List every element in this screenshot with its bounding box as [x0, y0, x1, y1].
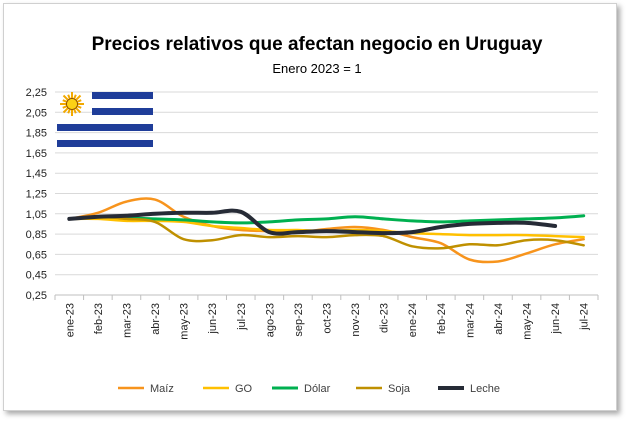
x-tick-label: abr-23 — [150, 303, 162, 335]
x-tick-label: nov-23 — [350, 303, 362, 337]
y-tick-label: 2,25 — [26, 87, 47, 99]
y-tick-label: 0,65 — [26, 249, 47, 261]
sun-ray — [62, 106, 70, 114]
x-tick-label: mar-24 — [464, 303, 476, 338]
legend-label-soja: Soja — [388, 383, 411, 395]
legend: Maíz GO Dólar Soja Leche — [118, 383, 500, 395]
x-tick-label: feb-24 — [436, 303, 448, 334]
chart-subtitle: Enero 2023 = 1 — [272, 61, 362, 76]
series-line-dolar — [67, 214, 586, 225]
y-tick-label: 1,05 — [26, 209, 47, 221]
series-line-maiz — [68, 197, 585, 264]
uruguay-flag-icon — [57, 92, 153, 147]
y-tick-label: 1,25 — [26, 189, 47, 201]
sun-ray — [62, 94, 70, 102]
x-tick-label: ene-24 — [407, 303, 419, 337]
sun-ray — [74, 94, 82, 102]
x-tick-label: jul-24 — [579, 303, 591, 331]
y-tick-label: 1,65 — [26, 148, 47, 160]
x-tick-label: mar-23 — [121, 303, 133, 338]
x-tick-label: may-24 — [522, 303, 534, 340]
x-tick-label: jul-23 — [236, 303, 248, 331]
sun-ray — [74, 106, 82, 114]
x-tick-label: sep-23 — [293, 303, 305, 337]
legend-label-go: GO — [235, 383, 253, 395]
x-tick-label: ago-23 — [264, 303, 276, 337]
x-tick-label: feb-23 — [93, 303, 105, 334]
chart-frame — [3, 3, 617, 411]
x-tick-label: abr-24 — [493, 303, 505, 335]
x-tick-label: oct-23 — [322, 303, 334, 334]
y-tick-label: 0,25 — [26, 290, 47, 302]
sun-disc — [66, 98, 78, 110]
x-tick-label: jun-23 — [207, 303, 219, 335]
flag-stripe — [57, 124, 153, 131]
y-tick-label: 1,45 — [26, 168, 47, 180]
y-tick-label: 0,85 — [26, 229, 47, 241]
legend-label-leche: Leche — [470, 383, 500, 395]
flag-stripe — [57, 140, 153, 147]
x-tick-label: jun-24 — [550, 303, 562, 335]
gridlines — [55, 91, 598, 296]
x-tick-label: dic-23 — [379, 303, 391, 333]
chart-title: Precios relativos que afectan negocio en… — [91, 34, 543, 55]
flag-stripe — [92, 108, 153, 115]
series-line-leche — [67, 208, 558, 236]
axes: 0,25 0,45 0,65 0,85 1,05 1,25 1,45 1,65 1,85 2,05… — [26, 87, 599, 340]
legend-label-maiz: Maíz — [150, 383, 174, 395]
y-tick-label: 1,85 — [26, 128, 47, 140]
y-tick-label: 0,45 — [26, 270, 47, 282]
flag-stripe — [92, 92, 153, 99]
y-tick-label: 2,05 — [26, 107, 47, 119]
x-tick-label: may-23 — [179, 303, 191, 340]
series-line-soja — [68, 215, 585, 250]
x-tick-label: ene-23 — [64, 303, 76, 337]
legend-label-dolar: Dólar — [304, 383, 331, 395]
series-lines — [67, 197, 586, 264]
